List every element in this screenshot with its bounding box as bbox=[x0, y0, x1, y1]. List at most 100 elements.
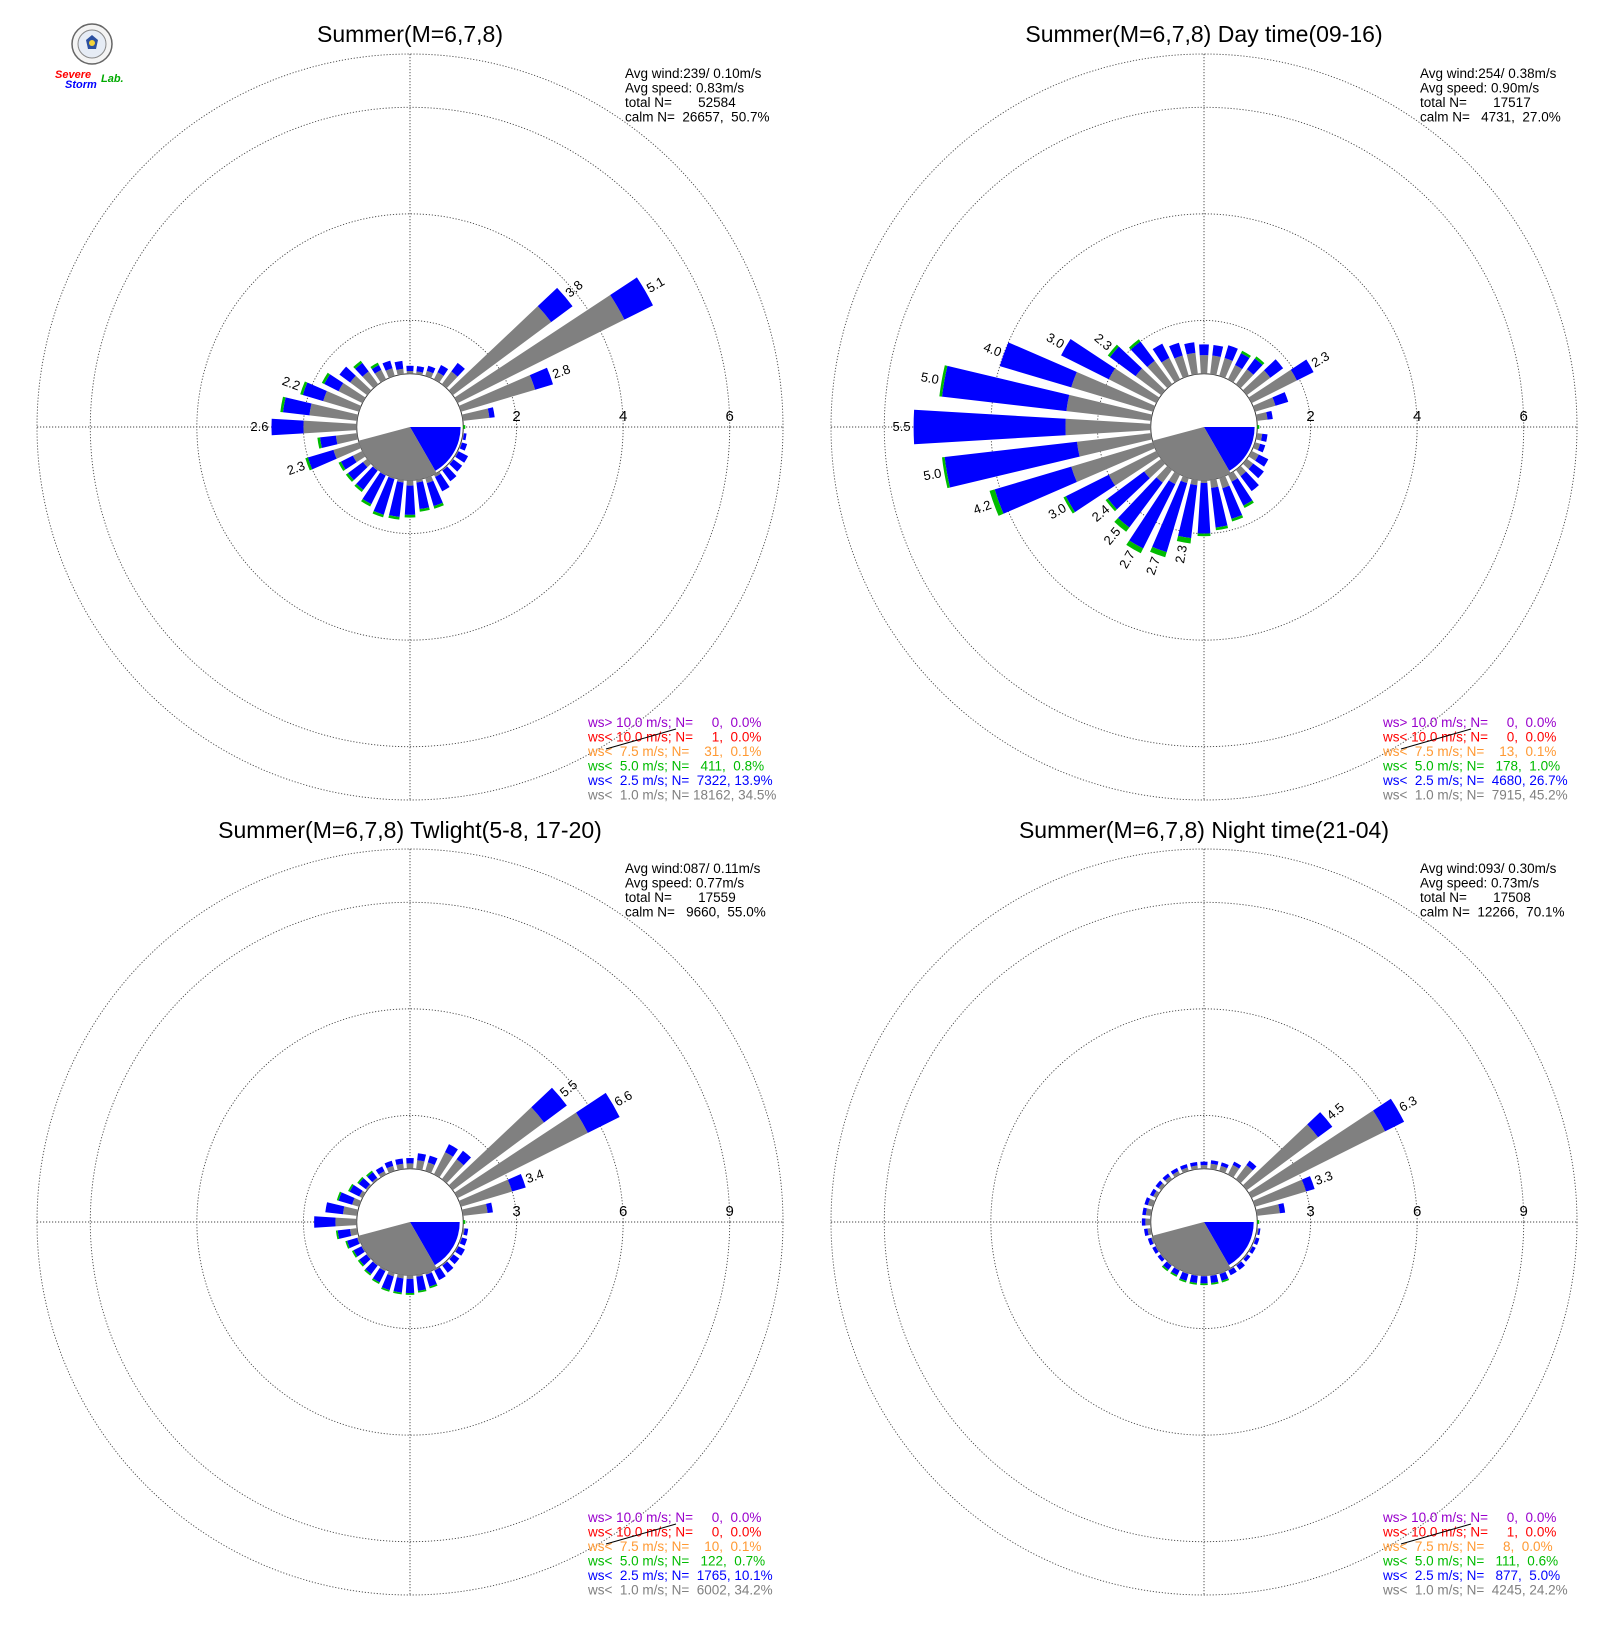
wedge-segment-lt1 bbox=[1235, 369, 1254, 389]
wedge-segment-lt1 bbox=[461, 408, 490, 421]
wedge-segment-lt1 bbox=[380, 471, 387, 476]
wedge-segment-lt5 bbox=[1063, 496, 1075, 514]
wedge-segment-lt1 bbox=[425, 370, 434, 379]
wedge-segment-lt5 bbox=[1254, 356, 1265, 366]
wedge-segment-lt2.5 bbox=[416, 481, 430, 510]
wedge-segment-lt5 bbox=[317, 437, 322, 449]
wedge-segment-lt5 bbox=[463, 1220, 466, 1224]
wedge-segment-lt1 bbox=[458, 375, 536, 412]
wedge-segment-lt2.5 bbox=[384, 1160, 394, 1169]
legend-entry: ws> 10.0 m/s; N= 0, 0.0% bbox=[587, 715, 761, 730]
wedge-segment-lt2.5 bbox=[1117, 477, 1163, 528]
wedge-segment-lt1 bbox=[448, 1253, 454, 1260]
legend-entry: ws< 5.0 m/s; N= 122, 0.7% bbox=[587, 1554, 765, 1569]
radius-tick-label: 3 bbox=[1306, 1203, 1314, 1220]
wedge-segment-lt2.5 bbox=[435, 473, 450, 492]
wedge-segment-lt1 bbox=[1235, 1164, 1253, 1184]
wedge-segment-lt2.5 bbox=[353, 1246, 365, 1257]
wedge-segment-lt2.5 bbox=[1246, 1160, 1257, 1171]
legend-entry: ws< 10.0 m/s; N= 1, 0.0% bbox=[1382, 1525, 1556, 1540]
wedge-percent-label: 2.3 bbox=[1172, 544, 1190, 564]
wedge-segment-lt1 bbox=[416, 1273, 423, 1277]
wedge-segment-lt5 bbox=[1240, 350, 1251, 359]
wedge-segment-lt5 bbox=[1200, 1283, 1208, 1286]
legend-entry: ws< 1.0 m/s; N= 4245, 24.2% bbox=[1382, 1583, 1568, 1598]
wedge-segment-lt1 bbox=[1174, 1266, 1181, 1271]
legend-entry: ws< 5.0 m/s; N= 411, 0.8% bbox=[587, 759, 764, 774]
wedge-segment-lt5 bbox=[1257, 425, 1260, 429]
wedge-segment-lt5 bbox=[429, 1283, 438, 1289]
wedge-segment-lt2.5 bbox=[437, 365, 449, 376]
wedge-segment-lt1 bbox=[396, 368, 404, 376]
wedge-segment-lt1 bbox=[1219, 475, 1230, 489]
wedge-segment-lt5 bbox=[433, 502, 444, 509]
wedge-segment-lt5 bbox=[371, 1278, 380, 1284]
wedge-segment-lt2.5 bbox=[1109, 346, 1143, 377]
wedge-segment-lt1 bbox=[359, 1190, 366, 1199]
wedge-segment-lt5 bbox=[353, 360, 363, 369]
wedge-segment-lt2.5 bbox=[410, 427, 461, 471]
wedge-segment-lt1 bbox=[1227, 1266, 1234, 1271]
wedge-segment-lt1 bbox=[406, 1163, 414, 1169]
wedge-segment-lt2.5 bbox=[610, 277, 653, 320]
panel-title: Summer(M=6,7,8) Night time(21-04) bbox=[1019, 817, 1389, 843]
wedge-segment-lt1 bbox=[1166, 1260, 1173, 1266]
wedge-segment-lt5 bbox=[348, 1183, 354, 1192]
wedge-segment-lt1 bbox=[1164, 1176, 1173, 1184]
wedge-segment-lt1 bbox=[1065, 418, 1151, 436]
radius-tick-label: 4 bbox=[619, 408, 627, 425]
wedge-percent-label: 2.3 bbox=[285, 458, 307, 478]
wedge-segment-lt1 bbox=[372, 1177, 379, 1184]
wedge-segment-lt2.5 bbox=[395, 1158, 404, 1165]
wedge-segment-lt2.5 bbox=[576, 1092, 620, 1133]
wedge-segment-lt2.5 bbox=[442, 466, 457, 482]
wedge-segment-lt1 bbox=[406, 1275, 414, 1279]
wedge-segment-lt1 bbox=[441, 1159, 464, 1184]
wedge-segment-lt2.5 bbox=[1147, 1237, 1154, 1246]
wedge-percent-label: 5.0 bbox=[920, 369, 940, 387]
logo-text-storm: Storm bbox=[65, 79, 97, 91]
wedge-segment-lt2.5 bbox=[1236, 1261, 1245, 1270]
wedge-segment-lt1 bbox=[1255, 1204, 1280, 1216]
wedge-segment-lt2.5 bbox=[347, 1237, 360, 1249]
wedge-segment-lt1 bbox=[1210, 478, 1219, 488]
wedge-segment-lt2.5 bbox=[1204, 427, 1255, 471]
wedge-segment-lt1 bbox=[1255, 412, 1268, 421]
wedge-segment-lt1 bbox=[1248, 450, 1259, 461]
radius-tick-label: 6 bbox=[619, 1203, 627, 1220]
wedge-segment-lt5 bbox=[1114, 517, 1130, 532]
wedge-segment-lt2.5 bbox=[1219, 1271, 1229, 1281]
wedge-segment-lt1 bbox=[357, 1237, 362, 1244]
wedge-segment-lt5 bbox=[335, 1230, 340, 1240]
wedge-segment-lt1 bbox=[1161, 357, 1181, 383]
wedge-segment-lt1 bbox=[441, 371, 458, 389]
wedge-segment-lt5 bbox=[417, 1289, 427, 1293]
wedge-segment-lt1 bbox=[1235, 1260, 1242, 1266]
wedge-segment-lt1 bbox=[433, 471, 441, 478]
wind-rose-panels: Summer(M=6,7,8)2 4 62.32.62.23.8 5.12.8Avg … bbox=[36, 21, 1578, 1598]
wedge-segment-lt2.5 bbox=[1150, 1188, 1157, 1197]
wedge-segment-lt2.5 bbox=[1155, 1180, 1163, 1189]
wedge-segment-lt2.5 bbox=[382, 360, 393, 371]
wedge-segment-lt5 bbox=[351, 1250, 358, 1258]
wedge-segment-lt2.5 bbox=[1248, 463, 1264, 479]
wedge-segment-lt2.5 bbox=[1266, 410, 1273, 420]
wedge-segment-lt2.5 bbox=[416, 366, 425, 373]
wedge-segment-lt1 bbox=[309, 403, 359, 421]
wedge-segment-lt1 bbox=[1153, 1190, 1160, 1199]
wind-rose-panel-2: Summer(M=6,7,8) Day time(09-16) 2 4 6 2.3 2.7… bbox=[830, 21, 1578, 803]
wedge-segment-lt2.5 bbox=[405, 1278, 415, 1294]
wedge-segment-lt2.5 bbox=[1152, 343, 1170, 363]
wedge-segment-lt2.5 bbox=[358, 1178, 370, 1190]
wedge-percent-label: 2.6 bbox=[250, 419, 268, 434]
legend-entry: ws< 2.5 m/s; N= 1765, 10.1% bbox=[587, 1568, 773, 1583]
wedge-segment-lt2.5 bbox=[1228, 1267, 1237, 1276]
wedge-segment-lt5 bbox=[1105, 498, 1117, 512]
wedge-segment-lt1 bbox=[323, 391, 362, 412]
panel-title: Summer(M=6,7,8) bbox=[317, 21, 503, 47]
wedge-segment-lt2.5 bbox=[442, 1261, 454, 1273]
wedge-segment-lt1 bbox=[1071, 442, 1156, 483]
wedge-segment-lt5 bbox=[1126, 540, 1144, 554]
wedge-segment-lt5 bbox=[1257, 1220, 1260, 1224]
